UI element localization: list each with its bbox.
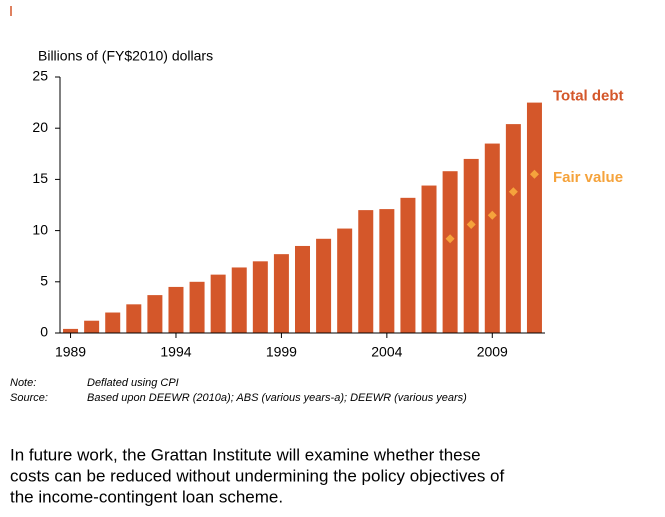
bar [526, 102, 542, 333]
bar [295, 245, 310, 333]
diamond-marker [529, 169, 539, 179]
y-tick-label: 20 [32, 119, 48, 135]
bar [273, 254, 289, 333]
bar [252, 261, 268, 333]
bar [463, 158, 479, 333]
bar [189, 281, 205, 333]
note-label: Note: [10, 377, 36, 389]
x-tick-label: 2004 [371, 344, 402, 360]
bar [421, 185, 437, 333]
x-tick-label: 1989 [55, 344, 86, 360]
x-tick-label: 1994 [160, 344, 191, 360]
paragraph-line: In future work, the Grattan Institute wi… [10, 445, 481, 464]
bar [126, 304, 142, 333]
bar [442, 171, 458, 333]
bar [337, 228, 353, 333]
bar [63, 328, 79, 333]
y-tick-label: 5 [40, 273, 48, 289]
bar [484, 143, 500, 333]
bar [358, 210, 374, 333]
diamond-marker [445, 234, 455, 244]
diamond-marker [487, 210, 497, 220]
diamond-marker [508, 187, 518, 197]
y-axis-label: Billions of (FY$2010) dollars [38, 48, 213, 64]
bar [105, 312, 121, 333]
bar [316, 238, 332, 333]
x-tick-label: 2009 [477, 344, 508, 360]
bar [505, 124, 521, 333]
note: Deflated using CPI [87, 377, 179, 389]
diamond-marker [466, 219, 476, 229]
bar [400, 197, 416, 333]
paragraph-line: costs can be reduced without undermining… [10, 466, 505, 485]
source-label: Source: [10, 392, 48, 404]
bar [147, 295, 163, 333]
series-label: Total debt [553, 88, 624, 105]
series-label: Fair value [553, 169, 623, 186]
bar [168, 286, 184, 333]
y-tick-label: 15 [32, 170, 48, 186]
bar [231, 267, 247, 333]
source: Based upon DEEWR (2010a); ABS (various y… [87, 392, 467, 404]
x-tick-label: 1999 [266, 344, 297, 360]
paragraph-line: the income-contingent loan scheme. [10, 487, 283, 506]
y-tick-label: 25 [32, 68, 48, 84]
bar [84, 320, 100, 333]
bar [379, 209, 395, 333]
y-tick-label: 0 [40, 324, 48, 340]
y-tick-label: 10 [32, 221, 48, 237]
bar [210, 274, 226, 333]
